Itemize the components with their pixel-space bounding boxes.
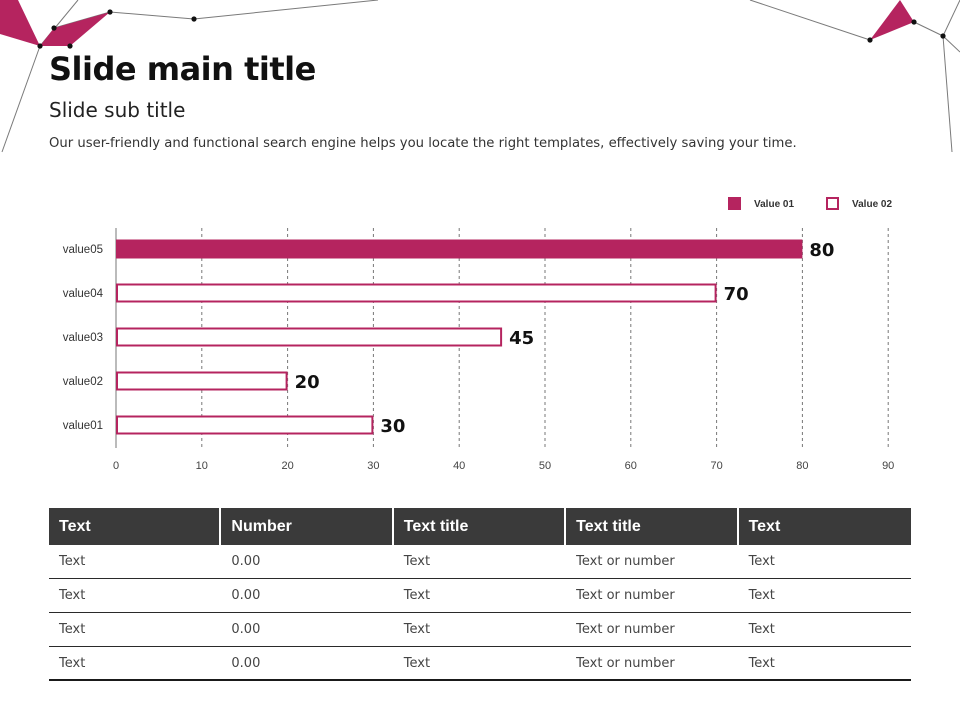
table-cell: Text <box>393 545 567 579</box>
x-tick-label: 60 <box>625 460 637 472</box>
category-label: value05 <box>63 244 103 256</box>
bar <box>116 283 717 303</box>
table-row: Text 0.00 Text Text or number Text <box>49 613 911 647</box>
table-cell: Text or number <box>566 579 739 613</box>
x-tick-label: 30 <box>367 460 379 472</box>
data-label: 80 <box>809 240 834 261</box>
table-cell: 0.00 <box>221 647 394 681</box>
slide-subtitle: Slide sub title <box>49 98 186 122</box>
bar-chart: 0 10 20 30 40 50 60 70 80 90 value05 80 value04 70 val… <box>63 197 894 472</box>
table-cell: Text or number <box>566 545 739 579</box>
table-cell: Text <box>393 647 567 681</box>
table-cell: Text or number <box>566 613 739 647</box>
table-cell: Text <box>49 613 222 647</box>
table-cell: Text <box>738 647 911 681</box>
table-cell: Text <box>49 579 222 613</box>
x-tick-label: 90 <box>882 460 894 472</box>
bar <box>116 371 288 391</box>
x-tick-label: 70 <box>710 460 722 472</box>
legend-swatch <box>728 197 741 210</box>
data-label: 45 <box>509 328 534 349</box>
table-header-cell: Text title <box>566 508 739 545</box>
legend-label: Value 01 <box>754 199 794 210</box>
table-header-cell: Number <box>221 508 394 545</box>
table-cell: Text <box>49 647 222 681</box>
data-label: 30 <box>380 416 405 437</box>
table-header-cell: Text title <box>393 508 567 545</box>
table-cell: Text <box>49 545 222 579</box>
table-cell: Text or number <box>566 647 739 681</box>
table-cell: 0.00 <box>221 613 394 647</box>
x-tick-label: 20 <box>281 460 293 472</box>
category-label: value01 <box>63 420 103 432</box>
x-tick-label: 80 <box>796 460 808 472</box>
bar <box>116 239 803 259</box>
data-table: Text Number Text title Text title Text T… <box>49 508 911 681</box>
x-tick-label: 0 <box>113 460 119 472</box>
slide-title: Slide main title <box>49 50 316 88</box>
slide-description: Our user-friendly and functional search … <box>49 136 797 151</box>
table-cell: 0.00 <box>221 545 394 579</box>
table-cell: Text <box>738 545 911 579</box>
category-label: value04 <box>63 288 104 300</box>
table-row: Text 0.00 Text Text or number Text <box>49 647 911 681</box>
table-cell: Text <box>738 613 911 647</box>
bar <box>116 327 503 347</box>
x-tick-label: 50 <box>539 460 551 472</box>
category-label: value02 <box>63 376 103 388</box>
category-label: value03 <box>63 332 103 344</box>
legend-label: Value 02 <box>852 199 892 210</box>
legend-swatch <box>826 197 839 210</box>
table-header-row: Text Number Text title Text title Text <box>49 508 911 545</box>
table-header-cell: Text <box>49 508 222 545</box>
table-cell: Text <box>393 579 567 613</box>
table-row: Text 0.00 Text Text or number Text <box>49 579 911 613</box>
x-tick-label: 10 <box>196 460 208 472</box>
table-cell: Text <box>738 579 911 613</box>
bar <box>116 415 374 435</box>
table-cell: 0.00 <box>221 579 394 613</box>
data-label: 70 <box>724 284 749 305</box>
data-label: 20 <box>295 372 320 393</box>
x-tick-label: 40 <box>453 460 465 472</box>
table-cell: Text <box>393 613 567 647</box>
table-header-cell: Text <box>738 508 911 545</box>
table-row: Text 0.00 Text Text or number Text <box>49 545 911 579</box>
